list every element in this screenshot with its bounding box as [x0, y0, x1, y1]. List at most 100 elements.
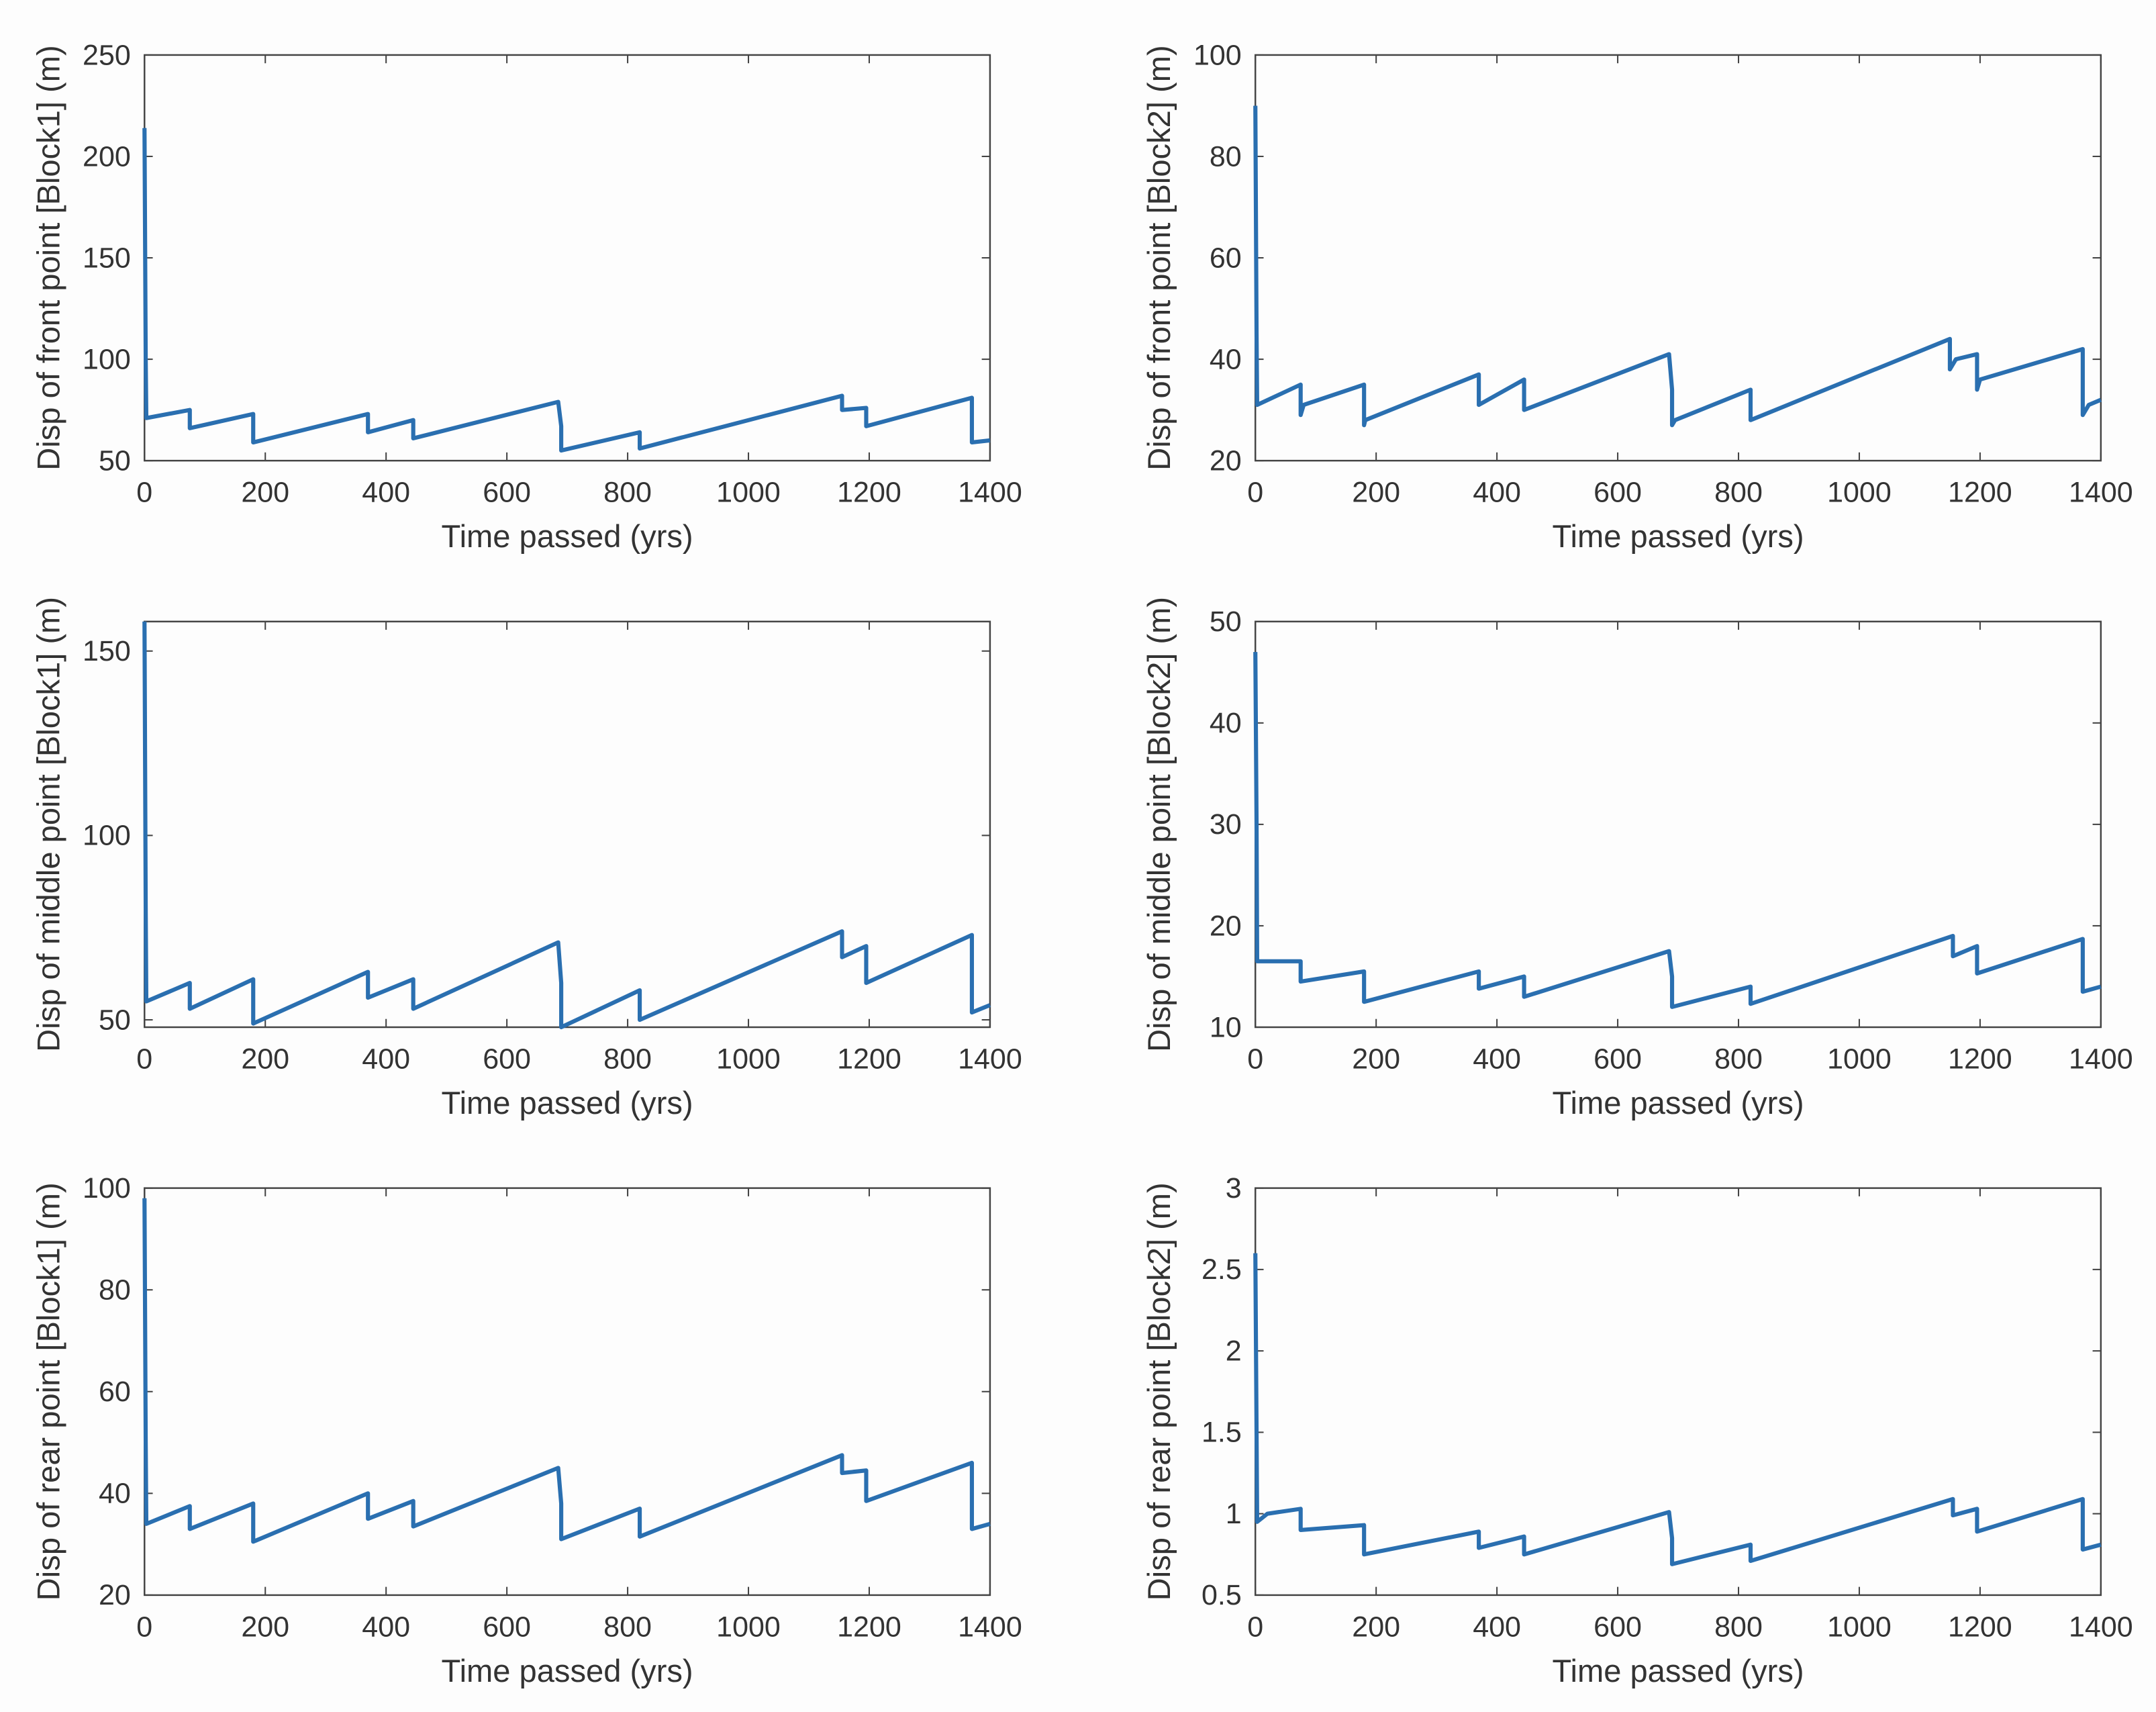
y-tick-label: 50 [1210, 606, 1242, 638]
y-tick-label: 1.5 [1202, 1417, 1242, 1449]
y-tick-label: 150 [83, 635, 131, 667]
y-tick-label: 50 [99, 1004, 131, 1036]
y-tick-label: 250 [83, 39, 131, 71]
x-axis-label: Time passed (yrs) [1552, 1653, 1804, 1689]
x-tick-label: 600 [1594, 477, 1642, 509]
y-tick-label: 100 [83, 1172, 131, 1204]
y-axis-label: Disp of front point [Block1] (m) [30, 45, 66, 470]
y-tick-label: 1 [1226, 1498, 1242, 1530]
x-tick-label: 400 [1473, 1043, 1521, 1075]
plot-area [1254, 54, 2102, 462]
y-axis-label: Disp of rear point [Block1] (m) [30, 1182, 66, 1601]
x-tick-label: 400 [1473, 1611, 1521, 1643]
x-tick-label: 400 [362, 1611, 410, 1643]
x-tick-label: 1000 [716, 1043, 781, 1075]
data-line [142, 128, 991, 453]
x-axis-label: Time passed (yrs) [442, 518, 693, 554]
x-tick-label: 600 [1594, 1611, 1642, 1643]
x-tick-label: 1400 [2069, 477, 2133, 509]
subplot: 0 200 400 600 800 1000 1200 1400 20 40 60 80 100 Time… [1141, 39, 2133, 554]
x-tick-label: 800 [603, 1043, 652, 1075]
y-tick-label: 100 [1193, 39, 1242, 71]
subplot: 0 200 400 600 800 1000 1200 1400 50 100 150 Time pa… [30, 597, 1022, 1121]
y-tick-label: 40 [99, 1478, 131, 1510]
x-tick-label: 1000 [716, 477, 781, 509]
x-tick-label: 800 [603, 1611, 652, 1643]
y-tick-label: 40 [1210, 343, 1242, 375]
x-tick-label: 1400 [2069, 1043, 2133, 1075]
y-tick-label: 150 [83, 242, 131, 274]
subplot: 0 200 400 600 800 1000 1200 1400 50 100 150 200 250 T… [30, 39, 1022, 554]
x-tick-label: 200 [1352, 1043, 1400, 1075]
x-tick-label: 200 [241, 1611, 289, 1643]
x-tick-label: 1000 [1827, 477, 1892, 509]
data-line [1253, 652, 2102, 1009]
x-tick-label: 200 [1352, 1611, 1400, 1643]
x-tick-label: 600 [483, 477, 531, 509]
x-tick-label: 0 [136, 1611, 152, 1643]
plot-area [1254, 1187, 2102, 1597]
plot-area [144, 54, 991, 462]
x-tick-label: 1000 [716, 1611, 781, 1643]
x-tick-label: 800 [603, 477, 652, 509]
x-axis-label: Time passed (yrs) [442, 1653, 693, 1689]
x-tick-label: 1200 [1948, 1043, 2012, 1075]
y-axis-label: Disp of front point [Block2] (m) [1141, 45, 1177, 470]
x-tick-label: 0 [136, 1043, 152, 1075]
x-tick-label: 800 [1714, 1611, 1763, 1643]
y-tick-label: 80 [1210, 140, 1242, 173]
y-tick-label: 3 [1226, 1172, 1242, 1204]
y-tick-label: 60 [99, 1376, 131, 1408]
subplot: 0 200 400 600 800 1000 1200 1400 0.5 1 1.5 2 2.5 3 Tim… [1141, 1172, 2133, 1689]
subplot: 0 200 400 600 800 1000 1200 1400 20 40 60 80 100 Time… [30, 1172, 1022, 1689]
data-line [1253, 1253, 2102, 1566]
x-tick-label: 200 [241, 1043, 289, 1075]
y-axis-label: Disp of middle point [Block1] (m) [30, 597, 66, 1052]
x-axis-label: Time passed (yrs) [1552, 1085, 1804, 1121]
x-tick-label: 400 [362, 1043, 410, 1075]
y-tick-label: 2.5 [1202, 1253, 1242, 1286]
x-tick-label: 1200 [837, 1043, 901, 1075]
y-axis-label: Disp of rear point [Block2] (m) [1141, 1182, 1177, 1601]
y-tick-label: 60 [1210, 242, 1242, 274]
y-tick-label: 100 [83, 343, 131, 375]
y-tick-label: 10 [1210, 1011, 1242, 1043]
x-tick-label: 400 [362, 477, 410, 509]
x-axis-label: Time passed (yrs) [442, 1085, 693, 1121]
data-line [142, 621, 991, 1030]
x-tick-label: 0 [1247, 1043, 1263, 1075]
data-line [142, 1198, 991, 1544]
x-tick-label: 400 [1473, 477, 1521, 509]
x-tick-label: 1000 [1827, 1611, 1892, 1643]
x-tick-label: 1200 [837, 477, 901, 509]
y-axis-label: Disp of middle point [Block2] (m) [1141, 597, 1177, 1052]
x-tick-label: 1400 [958, 1043, 1022, 1075]
x-tick-label: 600 [1594, 1043, 1642, 1075]
x-tick-label: 1400 [958, 1611, 1022, 1643]
x-tick-label: 0 [1247, 477, 1263, 509]
y-tick-label: 40 [1210, 707, 1242, 739]
x-tick-label: 1400 [2069, 1611, 2133, 1643]
y-tick-label: 20 [1210, 444, 1242, 477]
y-tick-label: 80 [99, 1274, 131, 1306]
y-tick-label: 30 [1210, 808, 1242, 841]
x-tick-label: 600 [483, 1043, 531, 1075]
data-line [1253, 105, 2102, 428]
y-tick-label: 20 [99, 1579, 131, 1611]
x-tick-label: 200 [1352, 477, 1400, 509]
x-tick-label: 1400 [958, 477, 1022, 509]
y-tick-label: 200 [83, 140, 131, 173]
x-tick-label: 0 [136, 477, 152, 509]
x-tick-label: 800 [1714, 477, 1763, 509]
y-tick-label: 2 [1226, 1335, 1242, 1367]
y-tick-label: 20 [1210, 910, 1242, 942]
x-axis-label: Time passed (yrs) [1552, 518, 1804, 554]
x-tick-label: 0 [1247, 1611, 1263, 1643]
subplot: 0 200 400 600 800 1000 1200 1400 10 20 30 40 50 Time … [1141, 597, 2133, 1121]
x-tick-label: 1000 [1827, 1043, 1892, 1075]
y-tick-label: 0.5 [1202, 1579, 1242, 1611]
x-tick-label: 1200 [1948, 477, 2012, 509]
x-tick-label: 200 [241, 477, 289, 509]
x-tick-label: 800 [1714, 1043, 1763, 1075]
